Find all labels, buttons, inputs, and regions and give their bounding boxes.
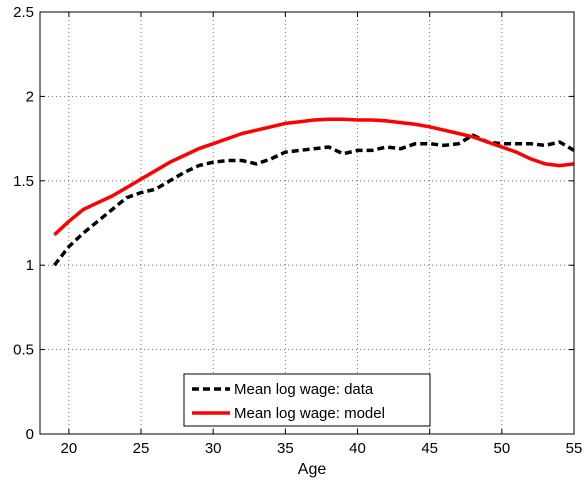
y-tick-label: 1 xyxy=(26,257,34,274)
legend-box xyxy=(183,373,431,427)
y-tick-label: 2.5 xyxy=(13,4,34,21)
axis-ticks: 20 25 30 35 40 45 50 55 0 0.5 1 1.5 2 2.5 xyxy=(13,4,582,457)
series-lines xyxy=(53,117,575,267)
legend: Mean log wage: data Mean log wage: model xyxy=(183,373,431,427)
x-tick-label: 50 xyxy=(493,440,510,457)
x-tick-label: 40 xyxy=(349,440,366,457)
x-tick-label: 55 xyxy=(566,440,583,457)
plot-frame xyxy=(39,11,575,435)
x-tick-label: 30 xyxy=(205,440,222,457)
legend-label: Mean log wage: data xyxy=(234,381,374,398)
x-axis-label: Age xyxy=(298,461,327,478)
x-tick-label: 20 xyxy=(61,440,78,457)
y-tick-label: 1.5 xyxy=(13,173,34,190)
y-tick-label: 0.5 xyxy=(13,342,34,359)
y-tick-label: 0 xyxy=(26,426,34,443)
legend-label: Mean log wage: model xyxy=(234,405,385,422)
y-tick-label: 2 xyxy=(26,88,34,105)
series-line-model xyxy=(53,117,575,237)
series-line-data xyxy=(53,133,575,267)
grid-lines xyxy=(40,12,574,434)
x-tick-label: 35 xyxy=(277,440,294,457)
x-tick-label: 25 xyxy=(133,440,150,457)
x-tick-label: 45 xyxy=(421,440,438,457)
